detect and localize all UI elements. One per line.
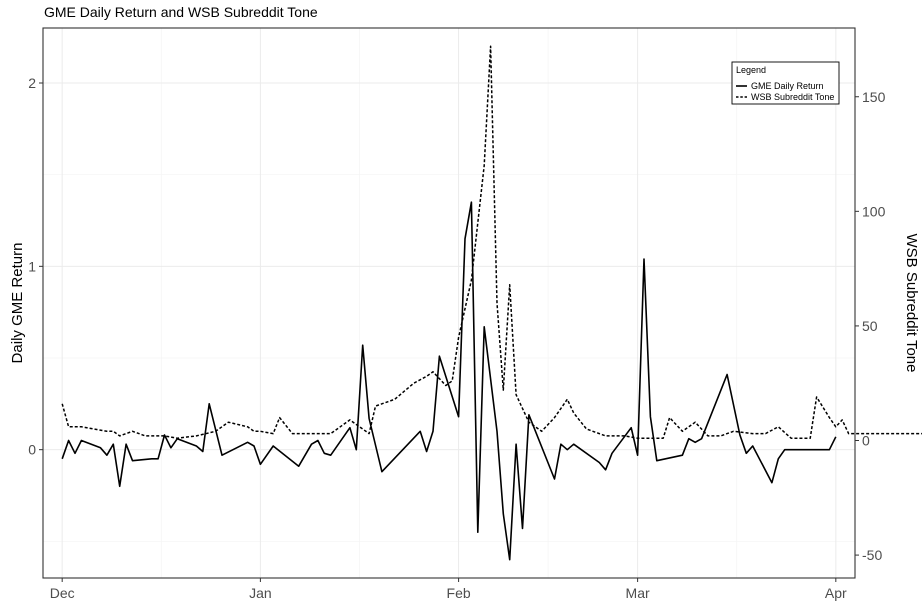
y2-tick-label: 50 (862, 318, 878, 334)
y2-axis-title: WSB Subreddit Tone (903, 234, 920, 373)
legend-box (731, 61, 840, 105)
y2-tick-label: 150 (862, 89, 886, 105)
series-layer (61, 45, 922, 561)
y2-tick-label: -50 (862, 547, 882, 563)
x-tick-label: Feb (447, 585, 471, 601)
series-line-wsb-subreddit-tone (61, 45, 922, 439)
x-tick-label: Mar (626, 585, 650, 601)
y2-tick-label: 0 (862, 433, 870, 449)
plot-panel (42, 27, 856, 579)
legend-title: Legend (736, 65, 766, 75)
legend-label-gme-return: GME Daily Return (751, 81, 824, 91)
legend: Legend GME Daily Return WSB Subreddit To… (731, 61, 840, 105)
y-tick-label: 1 (28, 258, 36, 274)
x-tick-label: Dec (50, 585, 75, 601)
chart-title: GME Daily Return and WSB Subreddit Tone (44, 4, 318, 20)
x-tick-label: Apr (825, 585, 847, 601)
series-line-gme-daily-return (61, 201, 837, 561)
y-tick-label: 0 (28, 442, 36, 458)
y-axis-title: Daily GME Return (9, 243, 26, 364)
y2-tick-label: 100 (862, 203, 886, 219)
legend-label-wsb-tone: WSB Subreddit Tone (751, 92, 834, 102)
x-tick-label: Jan (249, 585, 272, 601)
axes: Dec Jan Feb Mar Apr 0 1 2 -50 0 50 100 150 (28, 75, 885, 601)
y-tick-label: 2 (28, 75, 36, 91)
grid (43, 28, 855, 578)
